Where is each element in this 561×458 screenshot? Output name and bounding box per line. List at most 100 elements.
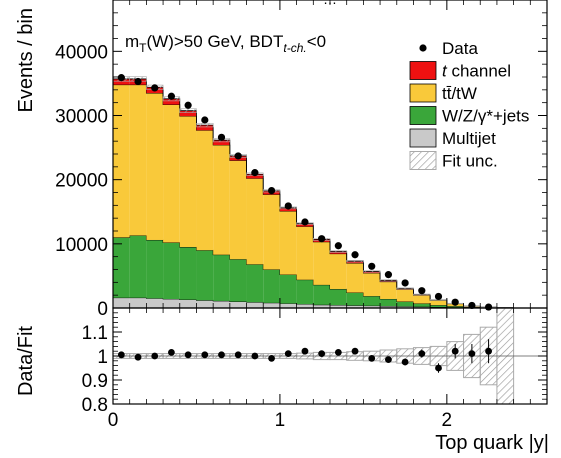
- y-tick-label-1: 10000: [55, 235, 108, 256]
- ratio-point-2: [151, 352, 159, 360]
- legend-swatch-hatch: [409, 151, 437, 170]
- data-point-4: [184, 101, 192, 109]
- main-plot: 0 10000 20000 30000 40000 mT(W)>50 GeV, BDTt…: [55, 0, 548, 320]
- ratio-point-9: [268, 355, 275, 362]
- x-tick-label-1: 1: [275, 410, 286, 431]
- data-point-1: [134, 77, 142, 86]
- legend-marker-data: [419, 44, 427, 52]
- legend-label-5: Fit unc.: [442, 152, 498, 171]
- data-point-9: [267, 186, 276, 195]
- bar-t-channel-0: [113, 78, 130, 85]
- data-point-6: [217, 133, 226, 141]
- bar-tt-tw-4: [179, 116, 197, 248]
- bar-w-z-jets-16: [380, 299, 397, 307]
- bar-tt-tw-14: [346, 263, 364, 293]
- bar-multijet-11: [296, 304, 314, 308]
- x-axis-label: Top quark |y|: [435, 432, 549, 454]
- bar-multijet-16: [380, 306, 397, 308]
- bar-w-z-jets-18: [413, 303, 431, 307]
- bar-t-channel-6: [213, 140, 230, 146]
- bar-w-z-jets-7: [229, 259, 247, 302]
- bar-tt-tw-17: [396, 289, 414, 302]
- ratio-point-12: [318, 350, 326, 357]
- selection-annotation: mT(W)>50 GeV, BDTt-ch.<0: [125, 32, 326, 55]
- bar-tt-tw-15: [363, 273, 381, 297]
- y-tick-label-4: 40000: [55, 42, 108, 63]
- bar-tt-tw-10: [279, 211, 297, 275]
- ratio-points: [117, 339, 492, 373]
- bar-multijet-6: [213, 300, 230, 308]
- bar-w-z-jets-20: [446, 306, 464, 308]
- ratio-point-10: [284, 350, 292, 357]
- data-point-2: [151, 84, 159, 92]
- bar-w-z-jets-6: [213, 254, 230, 301]
- bar-t-channel-8: [246, 174, 264, 179]
- ratio-point-17: [401, 358, 409, 366]
- bar-w-z-jets-14: [346, 292, 364, 306]
- bar-multijet-13: [330, 305, 347, 308]
- y-tick-label-0: 0: [97, 299, 108, 320]
- ratio-point-5: [201, 351, 209, 359]
- bar-tt-tw-19: [430, 300, 447, 306]
- bar-multijet-0: [113, 297, 130, 308]
- ratio-point-0: [117, 351, 125, 359]
- bar-multijet-12: [313, 304, 330, 308]
- ratio-point-14: [351, 347, 359, 355]
- data-point-8: [251, 169, 259, 177]
- bar-multijet-7: [229, 301, 247, 308]
- data-point-17: [401, 279, 409, 287]
- bar-multijet-3: [163, 299, 180, 308]
- legend-label-1: t channel: [442, 62, 511, 81]
- legend-swatch-3: [409, 106, 437, 125]
- bar-tt-tw-5: [196, 130, 214, 251]
- bar-w-z-jets-4: [179, 247, 197, 300]
- data-point-22: [484, 303, 493, 311]
- data-points: [117, 74, 493, 311]
- x-axis-main-ticks: [112, 0, 548, 308]
- bar-t-channel-5: [196, 125, 214, 131]
- legend-swatch-4: [409, 128, 437, 148]
- x-tick-label-0: 0: [108, 410, 119, 431]
- ratio-point-15: [368, 355, 376, 362]
- bar-multijet-2: [146, 298, 164, 308]
- unc-main-17: [396, 287, 414, 290]
- data-point-20: [451, 298, 459, 306]
- legend-label-2: tt̄/tW: [442, 84, 477, 103]
- ratio-point-22: [485, 347, 492, 355]
- data-point-19: [434, 292, 443, 301]
- data-point-15: [368, 262, 376, 270]
- bar-w-z-jets-3: [163, 242, 180, 300]
- bar-multijet-17: [396, 306, 414, 308]
- ratio-point-1: [134, 353, 142, 361]
- ratio-point-19: [435, 364, 442, 372]
- ratio-point-20: [451, 347, 459, 355]
- bar-w-z-jets-8: [246, 264, 264, 303]
- bar-multijet-10: [279, 303, 297, 308]
- data-point-7: [234, 152, 242, 160]
- x-tick-label-2: 2: [442, 410, 453, 431]
- bar-w-z-jets-13: [330, 289, 347, 306]
- y-tick-label-2: 20000: [55, 171, 108, 192]
- ratio-tick-label-0: 0.8: [82, 395, 108, 416]
- bar-tt-tw-7: [229, 160, 247, 260]
- data-point-13: [334, 242, 342, 250]
- data-point-14: [351, 251, 359, 259]
- bar-multijet-18: [413, 306, 431, 308]
- legend-swatch-1: [409, 61, 437, 80]
- unc-main-13: [329, 250, 347, 253]
- legend-swatch-2: [409, 83, 437, 103]
- y-tick-label-3: 30000: [55, 107, 108, 128]
- ratio-point-18: [418, 350, 426, 357]
- bar-tt-tw-12: [313, 241, 330, 285]
- bar-multijet-5: [196, 300, 214, 308]
- ratio-point-21: [468, 350, 476, 357]
- y-axis-main-label: Events / bin: [15, 8, 37, 113]
- bar-tt-tw-3: [163, 104, 180, 243]
- data-point-21: [468, 301, 476, 310]
- bar-tt-tw-13: [330, 253, 347, 290]
- legend-label-3: W/Z/γ*+jets: [442, 107, 529, 126]
- data-point-12: [318, 235, 326, 243]
- unc-main-4: [179, 108, 197, 113]
- ratio-point-7: [234, 351, 242, 359]
